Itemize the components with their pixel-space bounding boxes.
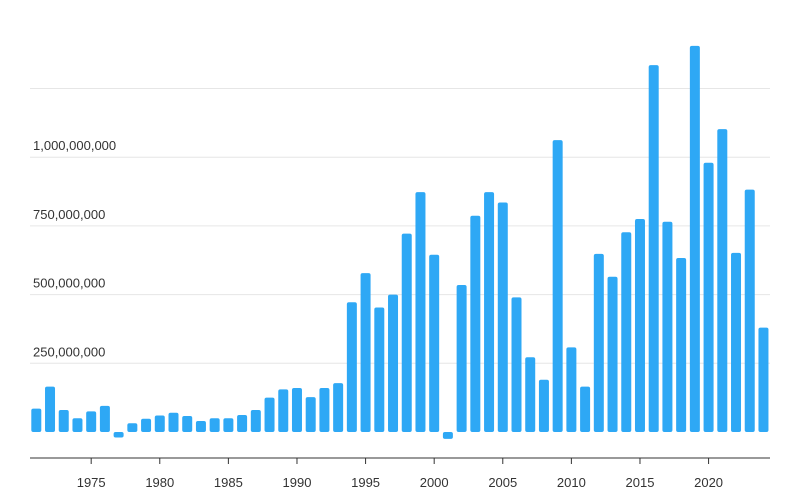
bar-2014 [621,232,632,432]
x-tick-label-2005: 2005 [488,475,517,490]
x-axis-ticks: 1975 1980 1985 1990 1995 2000 2005 2010 2015 2020 [77,458,723,490]
x-tick-label-2010: 2010 [557,475,586,490]
y-tick-label-250000000: 250,000,000 [33,344,105,359]
bar-1987 [250,410,261,432]
grid-lines [30,88,770,364]
bar-2006 [511,297,522,432]
bar-1988 [264,397,275,432]
bars [31,45,769,439]
bar-1972 [45,386,56,432]
bar-1983 [195,421,206,432]
bar-1998 [401,233,412,432]
bar-1974 [72,418,83,432]
bar-2016 [648,65,659,432]
bar-1985 [223,418,234,432]
x-tick-label-2000: 2000 [420,475,449,490]
x-tick-label-1975: 1975 [77,475,106,490]
bar-2017 [662,221,673,432]
bar-1976 [99,405,110,432]
x-tick-label-2020: 2020 [694,475,723,490]
bar-2023 [744,189,755,432]
bar-1978 [127,423,138,432]
bar-1993 [333,383,344,432]
y-tick-label-1000000000: 1,000,000,000 [33,138,116,153]
bar-1999 [415,192,426,432]
bar-2021 [717,129,728,433]
bar-1994 [346,302,357,432]
bar-2012 [593,253,604,432]
y-tick-label-500000000: 500,000,000 [33,276,105,291]
x-tick-label-1995: 1995 [351,475,380,490]
bar-1991 [305,397,316,432]
bar-1986 [237,414,248,432]
bar-1982 [182,416,193,432]
bar-1973 [58,410,69,432]
bar-1989 [278,389,289,432]
bar-1995 [360,273,371,432]
bar-2010 [566,347,577,432]
bar-1975 [86,411,97,432]
bar-1990 [291,388,302,432]
bar-1984 [209,418,220,432]
bar-2022 [731,252,742,432]
bar-2005 [497,202,508,432]
x-tick-label-1990: 1990 [283,475,312,490]
bar-1992 [319,388,330,432]
bar-2020 [703,162,714,432]
bar-2019 [689,45,700,432]
bar-2011 [580,386,591,432]
bar-1996 [374,307,385,432]
bar-2018 [676,258,687,432]
bar-2015 [634,219,645,432]
y-tick-label-750000000: 750,000,000 [33,207,105,222]
x-tick-label-1980: 1980 [145,475,174,490]
bar-2004 [484,192,495,432]
bar-1981 [168,412,179,432]
bar-2002 [456,284,467,432]
x-tick-label-1985: 1985 [214,475,243,490]
bar-2003 [470,215,481,432]
bar-2008 [538,379,549,432]
bar-2000 [429,254,440,432]
bar-1971 [31,408,42,432]
bar-1997 [388,294,399,432]
bar-2007 [525,357,536,432]
bar-2001 [442,432,453,439]
bar-1979 [141,418,152,432]
bar-1977 [113,432,124,438]
bar-1980 [154,415,165,432]
x-tick-label-2015: 2015 [626,475,655,490]
y-axis-labels: 0250,000,000500,000,000750,000,0001,000,… [33,138,116,428]
bar-2024 [758,327,769,432]
bar-2009 [552,140,563,432]
bar-2013 [607,276,618,432]
